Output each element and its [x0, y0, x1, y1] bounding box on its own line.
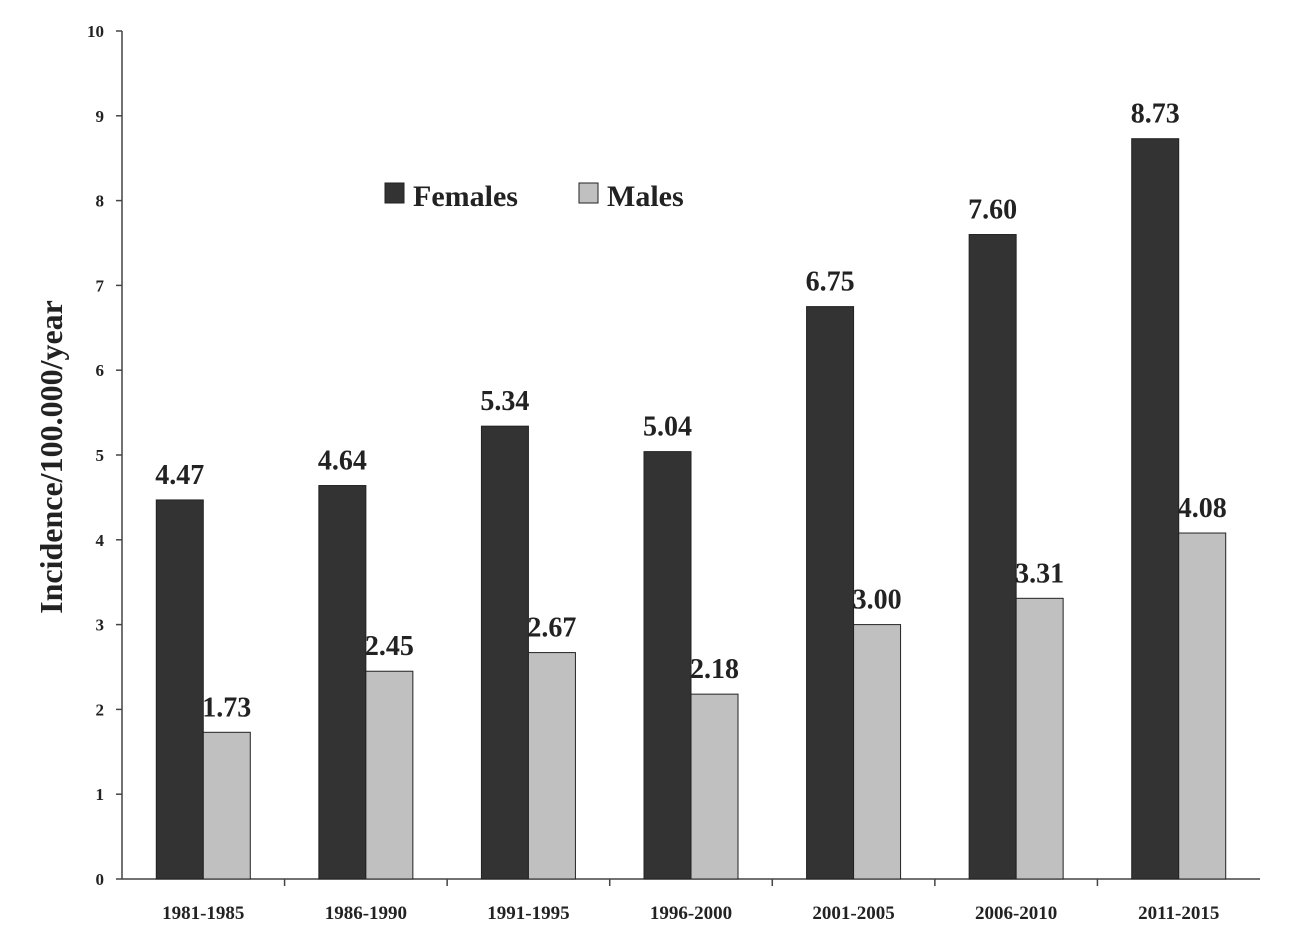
y-axis: 0 1 2 3 4 5 6 7 8 9 10	[87, 22, 123, 889]
bar-females-1991-1995	[480, 425, 529, 880]
x-tick-label: 1991-1995	[487, 903, 569, 924]
data-label-females: 7.60	[968, 195, 1017, 226]
x-axis: 1981-1985 1986-1990 1991-1995 1996-2000 2001…	[122, 878, 1260, 924]
x-tick-label: 1986-1990	[325, 903, 407, 924]
y-tick-label: 4	[96, 531, 105, 550]
x-tick-label: 2001-2005	[812, 903, 894, 924]
data-label-females: 5.34	[480, 386, 529, 417]
bar-females-2011-2015	[1131, 138, 1180, 880]
x-tick-label: 2006-2010	[975, 903, 1057, 924]
bar-females-1996-2000	[643, 451, 692, 880]
data-label-females: 6.75	[806, 267, 855, 298]
bar-males-1996-2000	[690, 693, 739, 880]
data-label-males: 2.67	[527, 613, 576, 644]
data-label-males: 3.00	[853, 585, 902, 616]
bar-males-2011-2015	[1178, 532, 1227, 880]
data-label-females: 5.04	[643, 412, 692, 443]
data-label-males: 4.08	[1178, 493, 1227, 524]
data-labels: 4.47 1.73 4.64 2.45 5.34 2.67 5.04 2.18 6.75 3.00…	[155, 99, 1226, 724]
bar-females-1986-1990	[318, 485, 367, 880]
y-tick-label: 7	[96, 276, 105, 295]
y-tick-label: 9	[96, 107, 105, 126]
legend-swatch-males	[578, 182, 599, 204]
y-tick-label: 5	[96, 446, 105, 465]
data-label-males: 2.45	[365, 631, 414, 662]
legend-label-males: Males	[607, 180, 684, 213]
data-label-males: 3.31	[1015, 558, 1064, 589]
bar-males-1991-1995	[527, 652, 576, 880]
y-tick-label: 8	[96, 192, 105, 211]
data-label-females: 8.73	[1131, 99, 1180, 130]
bar-females-1981-1985	[155, 499, 204, 880]
bar-females-2006-2010	[968, 234, 1017, 880]
data-label-males: 2.18	[690, 654, 739, 685]
y-axis-title: Incidence/100.000/year	[33, 300, 69, 614]
y-tick-label: 1	[96, 785, 105, 804]
y-tick-label: 6	[96, 361, 105, 380]
data-label-females: 4.64	[318, 446, 367, 477]
y-tick-label: 0	[96, 870, 105, 889]
legend-label-females: Females	[413, 180, 518, 213]
x-tick-label: 2011-2015	[1138, 903, 1219, 924]
x-tick-label: 1996-2000	[650, 903, 732, 924]
y-tick-label: 2	[96, 700, 105, 719]
bar-females-2001-2005	[806, 306, 855, 880]
x-tick-label: 1981-1985	[162, 903, 244, 924]
bars	[155, 138, 1227, 880]
legend-swatch-females	[384, 182, 405, 204]
bar-males-1986-1990	[365, 670, 414, 880]
legend: Females Males	[384, 180, 684, 213]
bar-males-2006-2010	[1015, 597, 1064, 880]
data-label-males: 1.73	[202, 692, 251, 723]
data-label-females: 4.47	[155, 460, 204, 491]
bar-males-2001-2005	[853, 624, 902, 880]
bar-males-1981-1985	[202, 731, 251, 880]
y-tick-label: 10	[87, 22, 104, 41]
y-tick-label: 3	[96, 616, 105, 635]
